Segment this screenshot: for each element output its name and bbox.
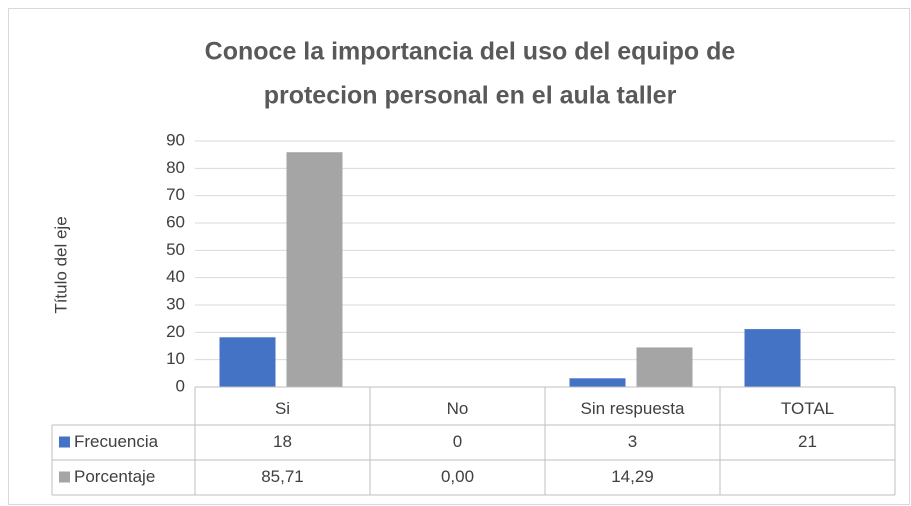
y-tick-label: 70 <box>166 185 185 204</box>
table-value: 85,71 <box>261 467 304 486</box>
bar <box>219 337 276 388</box>
table-value: 18 <box>273 432 292 451</box>
x-tick-label: Sin respuesta <box>581 399 685 418</box>
legend-swatch <box>59 471 70 483</box>
bar <box>286 152 343 388</box>
table-value: 0,00 <box>441 467 474 486</box>
bar <box>744 329 801 388</box>
legend-label: Frecuencia <box>74 432 159 451</box>
x-tick-label: No <box>447 399 469 418</box>
y-tick-label: 0 <box>176 376 185 395</box>
legend-label: Porcentaje <box>74 467 155 486</box>
table-value: 3 <box>628 432 637 451</box>
y-tick-label: 90 <box>166 130 185 149</box>
chart-frame <box>8 8 910 505</box>
y-tick-label: 60 <box>166 212 185 231</box>
y-tick-label: 30 <box>166 294 185 313</box>
legend-swatch <box>59 436 70 448</box>
y-tick-label: 20 <box>166 322 185 341</box>
x-tick-label: Si <box>275 399 290 418</box>
x-tick-label: TOTAL <box>781 399 834 418</box>
table-value: 21 <box>798 432 817 451</box>
y-tick-label: 80 <box>166 158 185 177</box>
table-value: 14,29 <box>611 467 654 486</box>
table-value: 0 <box>453 432 462 451</box>
y-tick-label: 40 <box>166 267 185 286</box>
y-axis-title: Título del eje <box>51 216 70 313</box>
chart-title: Conoce la importancia del uso del equipo… <box>205 38 736 66</box>
y-tick-label: 10 <box>166 349 185 368</box>
y-tick-label: 50 <box>166 240 185 259</box>
chart-title: protecion personal en el aula taller <box>264 82 677 110</box>
bar <box>569 378 626 388</box>
bar <box>636 347 693 388</box>
